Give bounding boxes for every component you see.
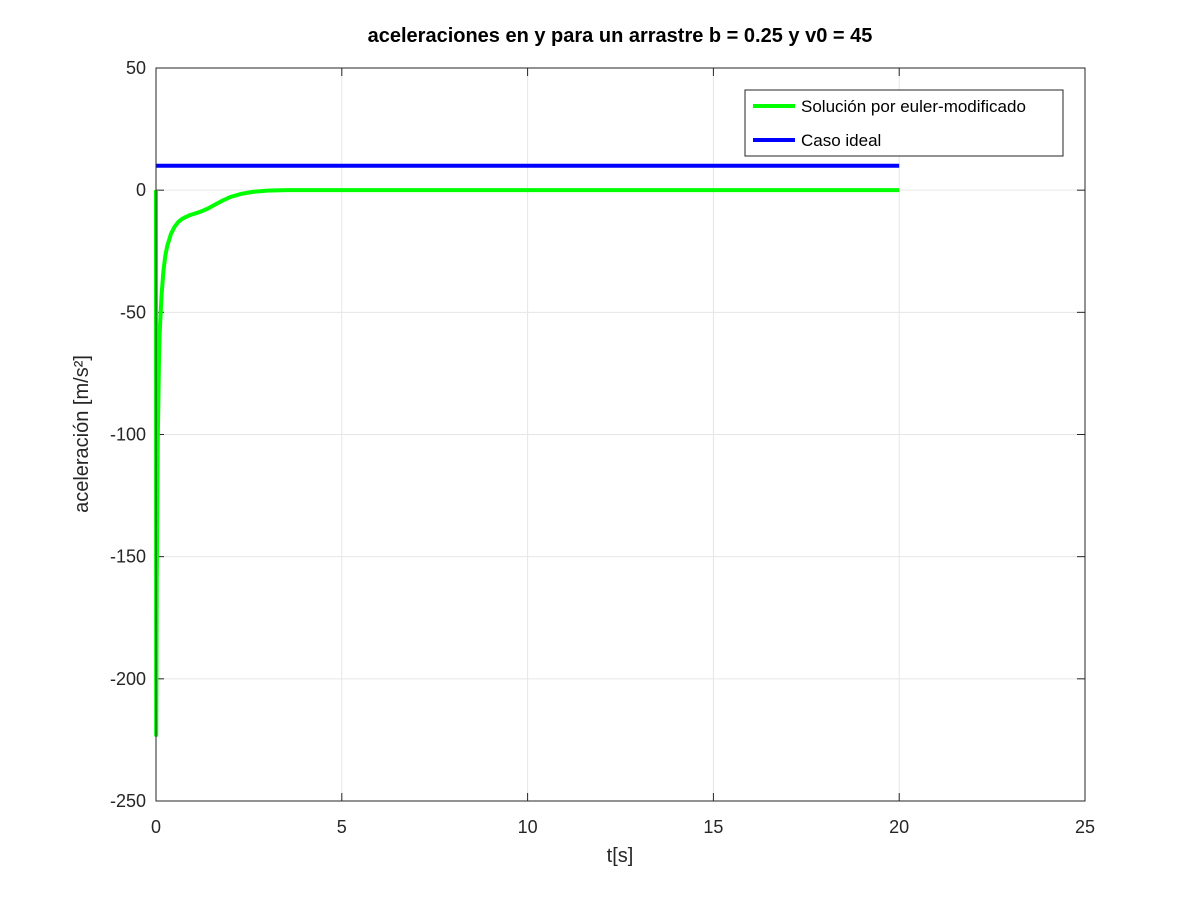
legend-label-euler: Solución por euler-modificado [801, 97, 1026, 116]
y-tick-label: 0 [136, 180, 146, 200]
legend-label-ideal: Caso ideal [801, 131, 881, 150]
y-tick-label: 50 [126, 58, 146, 78]
x-tick-label: 5 [337, 817, 347, 837]
y-tick-label: -250 [110, 791, 146, 811]
legend: Solución por euler-modificado Caso ideal [744, 89, 1064, 157]
y-tick-label: -50 [120, 302, 146, 322]
y-tick-label: -150 [110, 547, 146, 567]
x-tick-label: 15 [703, 817, 723, 837]
y-tick-label: -100 [110, 425, 146, 445]
x-axis-label: t[s] [607, 845, 634, 867]
series-line-euler-modificado [154, 188, 900, 738]
plot-frame [155, 67, 1086, 802]
x-tick-label: 10 [518, 817, 538, 837]
legend-box [744, 89, 1064, 157]
x-tick-label: 20 [889, 817, 909, 837]
y-axis-label: aceleración [m/s²] [71, 355, 93, 513]
tick-labels: 0 5 10 15 20 25 -250 -200 -150 -100 -50 0 50 [110, 58, 1095, 837]
x-tick-label: 25 [1075, 817, 1095, 837]
x-tick-label: 0 [151, 817, 161, 837]
series-layer [154, 163, 900, 738]
y-tick-label: -200 [110, 669, 146, 689]
chart-title: aceleraciones en y para un arrastre b = … [368, 25, 873, 47]
